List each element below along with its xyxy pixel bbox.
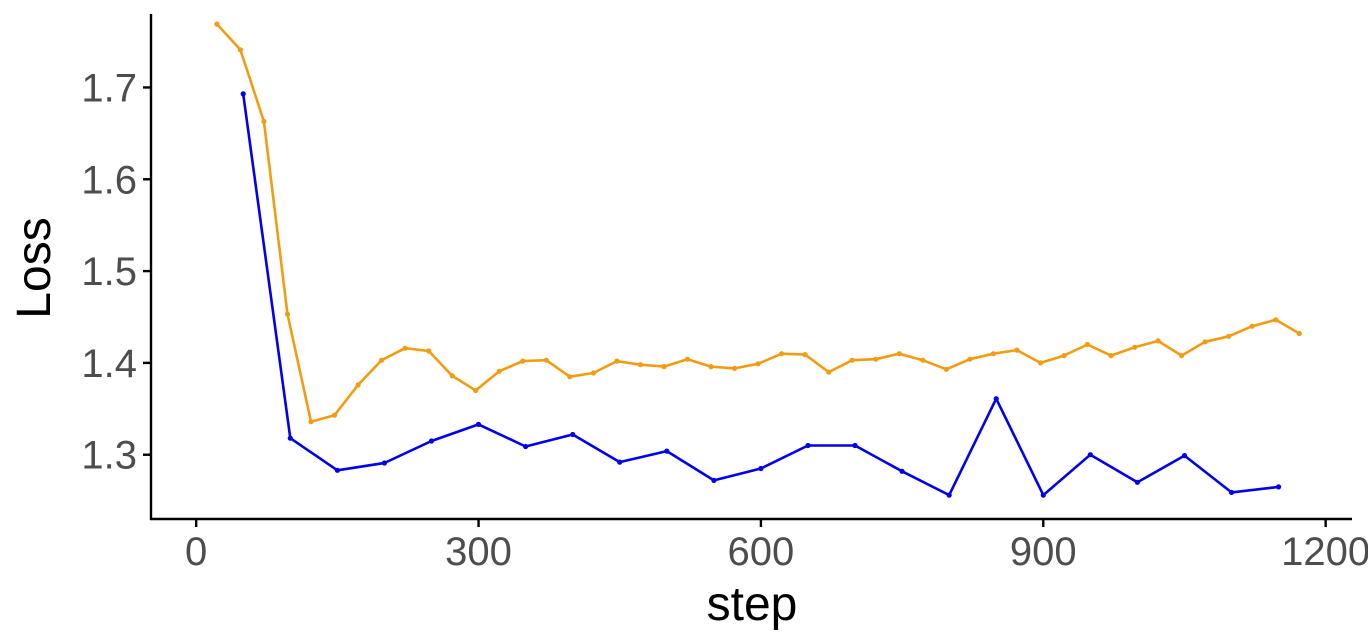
series-orange-point [308,419,314,425]
series-orange-point [1273,317,1279,323]
series-orange-point [779,351,785,357]
series-orange-point [967,356,973,362]
x-tick-label: 600 [728,530,795,574]
x-axis-title: step [707,578,798,631]
series-orange-point [896,351,902,357]
series-orange-point [590,370,597,376]
series-blue-point [1040,492,1046,498]
series-blue-point [287,435,293,441]
series-orange-point [1084,341,1091,348]
series-orange-point [708,364,714,370]
series-blue-point [523,443,529,450]
series-orange-point [284,311,291,317]
series-orange-point [943,366,949,372]
series-blue-point [1181,453,1188,459]
series-orange-point [1202,339,1208,345]
series-layer [214,21,1302,498]
series-orange-point [826,369,832,375]
series-orange-point [1249,323,1255,329]
series-orange-point [355,382,361,388]
series-orange-point [261,118,267,124]
y-axis-title: Loss [8,217,61,318]
y-tick-label: 1.6 [81,158,137,202]
series-blue-point [993,396,999,402]
series-orange [214,21,1302,425]
series-orange-point [449,373,455,379]
series-blue-point [758,465,764,472]
series-orange-point [802,352,808,358]
series-orange-point [567,374,573,380]
series-blue-point [805,442,811,449]
series-blue-point [664,448,670,454]
series-blue-point [240,91,246,97]
x-tick-label: 0 [185,530,207,574]
series-orange-point [684,356,691,362]
series-blue-point [475,421,482,427]
series-orange-point [543,357,549,363]
x-tick-label: 300 [445,530,512,574]
y-tick-label: 1.3 [81,434,137,478]
series-blue [240,91,1282,498]
series-orange-point [1226,333,1232,339]
series-orange-point [1296,330,1302,337]
series-orange-point [1014,347,1020,353]
series-orange-point [496,368,502,374]
series-blue-point [1276,484,1282,490]
series-orange-point [214,21,220,27]
series-blue-point [711,477,717,483]
series-blue-point [381,460,387,466]
series-orange-point [379,357,385,363]
series-blue-point [428,438,435,444]
series-blue-point [1228,489,1235,495]
series-orange-point [237,47,243,53]
series-orange-point [1132,344,1138,350]
y-tick-label: 1.4 [81,342,137,386]
series-orange-point [1179,353,1185,359]
series-orange-point [331,412,338,418]
series-blue-point [1087,452,1093,458]
x-tick-label: 900 [1010,530,1077,574]
series-orange-point [1108,353,1114,359]
series-orange-point [849,357,855,363]
series-orange-point [614,358,620,364]
series-blue-line [241,93,1279,497]
axes: 0 300 600 900 1200 1.3 1.4 1.5 1.6 1.7 [81,14,1368,574]
series-orange-point [1155,338,1161,344]
x-tick-label: 1200 [1281,530,1368,574]
series-orange-point [402,345,408,351]
y-tick-label: 1.7 [81,66,137,110]
series-orange-point [1037,360,1044,366]
series-blue-point [852,442,858,449]
series-blue-point [570,431,576,438]
series-orange-point [732,365,738,371]
series-blue-point [334,467,340,473]
series-blue-point [617,459,623,465]
series-blue-point [946,492,952,498]
series-blue-point [899,468,905,474]
series-orange-point [661,364,667,370]
series-orange-point [426,348,432,354]
series-orange-point [755,361,761,367]
series-orange-point [637,362,644,368]
series-orange-point [1061,353,1067,359]
series-orange-point [473,387,479,394]
y-tick-label: 1.5 [81,250,137,294]
series-orange-point [873,356,879,362]
series-orange-point [520,358,526,364]
series-orange-point [920,357,926,363]
series-blue-point [1134,479,1140,485]
series-orange-point [990,351,997,357]
